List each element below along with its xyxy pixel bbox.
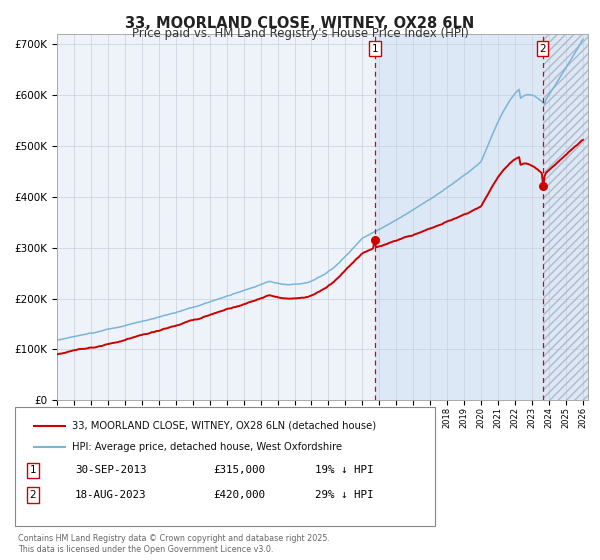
Bar (375, 34, 588, 400)
Text: 19% ↓ HPI: 19% ↓ HPI (315, 465, 373, 475)
Text: Contains HM Land Registry data © Crown copyright and database right 2025.
This d: Contains HM Land Registry data © Crown c… (18, 534, 330, 554)
Point (538, 182, 547, 191)
Text: 2: 2 (539, 44, 546, 54)
Bar (542, 34, 588, 400)
Text: 33, MOORLAND CLOSE, WITNEY, OX28 6LN: 33, MOORLAND CLOSE, WITNEY, OX28 6LN (125, 16, 475, 31)
Point (370, 235, 380, 244)
Text: 33, MOORLAND CLOSE, WITNEY, OX28 6LN (detached house): 33, MOORLAND CLOSE, WITNEY, OX28 6LN (de… (72, 421, 376, 431)
Text: HPI: Average price, detached house, West Oxfordshire: HPI: Average price, detached house, West… (72, 442, 342, 452)
Text: 18-AUG-2023: 18-AUG-2023 (75, 490, 146, 500)
Text: Price paid vs. HM Land Registry's House Price Index (HPI): Price paid vs. HM Land Registry's House … (131, 27, 469, 40)
Text: 1: 1 (372, 44, 379, 54)
Text: £420,000: £420,000 (213, 490, 265, 500)
Text: £315,000: £315,000 (213, 465, 265, 475)
Text: 1: 1 (29, 465, 37, 475)
Text: 2: 2 (29, 490, 37, 500)
Text: 29% ↓ HPI: 29% ↓ HPI (315, 490, 373, 500)
Text: 30-SEP-2013: 30-SEP-2013 (75, 465, 146, 475)
